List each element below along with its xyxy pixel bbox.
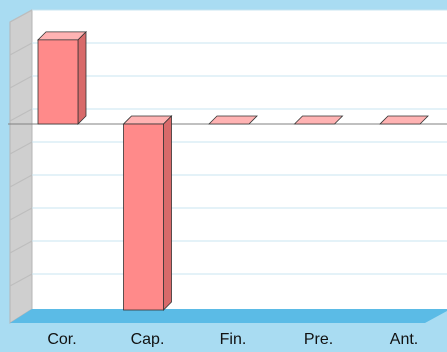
x-tick-label: Pre.	[304, 331, 333, 347]
x-tick-label: Cor.	[47, 331, 76, 347]
gridline-wall	[9, 207, 33, 221]
x-tick-label: Cap.	[131, 331, 165, 347]
gridline-wall	[9, 174, 33, 188]
bar-top-fin	[208, 115, 258, 125]
gridline-wall	[9, 240, 33, 254]
gridline-wall	[9, 273, 33, 287]
gridline-wall	[9, 108, 33, 122]
bar-cap	[123, 123, 164, 311]
bar-top-ant	[379, 115, 429, 125]
plot-area	[32, 10, 447, 309]
bar-side-cor	[77, 30, 87, 125]
x-tick-label: Ant.	[390, 331, 418, 347]
gridline-wall	[9, 75, 33, 89]
gridline-wall	[9, 42, 33, 56]
bar-top-pre	[293, 115, 344, 125]
bar-cor	[37, 39, 79, 125]
gridline-wall	[9, 9, 33, 23]
x-tick-label: Fin.	[220, 331, 247, 347]
gridline-wall	[9, 141, 33, 155]
bar-side-cap	[163, 115, 172, 311]
chart-floor	[10, 309, 447, 323]
